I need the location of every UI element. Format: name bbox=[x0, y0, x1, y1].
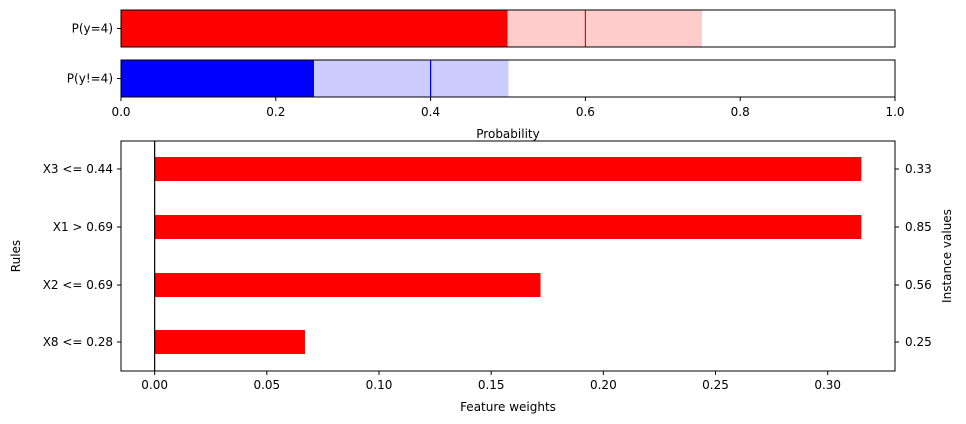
probability-interval-band bbox=[507, 9, 702, 48]
probability-row-label: P(y!=4) bbox=[67, 72, 113, 86]
rules-axis-title: Rules bbox=[9, 240, 23, 272]
rule-label: X8 <= 0.28 bbox=[43, 335, 113, 349]
rule-label: X3 <= 0.44 bbox=[43, 162, 113, 176]
feature-x-axis-title: Feature weights bbox=[460, 400, 556, 414]
feature-x-tick-label: 0.25 bbox=[702, 378, 729, 392]
probability-x-tick-label: 1.0 bbox=[885, 105, 904, 119]
feature-x-tick-label: 0.10 bbox=[366, 378, 393, 392]
instance-value-label: 0.56 bbox=[905, 278, 932, 292]
instance-value-label: 0.33 bbox=[905, 162, 932, 176]
probability-bar bbox=[121, 10, 508, 47]
feature-weight-bar bbox=[154, 330, 305, 354]
probability-x-tick-label: 0.6 bbox=[576, 105, 595, 119]
feature-panel-frame bbox=[120, 140, 896, 372]
instance-value-label: 0.85 bbox=[905, 220, 932, 234]
probability-bar bbox=[121, 60, 315, 97]
probability-interval-band bbox=[314, 59, 509, 98]
probability-x-tick-label: 0.2 bbox=[266, 105, 285, 119]
probability-row-label: P(y=4) bbox=[72, 22, 113, 36]
instance-values-axis-title: Instance values bbox=[940, 209, 954, 303]
feature-weight-bar bbox=[154, 157, 862, 181]
feature-weight-bar bbox=[154, 215, 862, 239]
rule-label: X2 <= 0.69 bbox=[43, 278, 113, 292]
instance-value-label: 0.25 bbox=[905, 335, 932, 349]
feature-x-tick-label: 0.20 bbox=[590, 378, 617, 392]
rule-label: X1 > 0.69 bbox=[53, 220, 113, 234]
probability-x-axis-title: Probability bbox=[476, 127, 539, 141]
probability-x-tick-label: 0.0 bbox=[111, 105, 130, 119]
feature-x-tick-label: 0.30 bbox=[814, 378, 841, 392]
feature-weight-bar bbox=[154, 273, 541, 297]
feature-x-tick-label: 0.00 bbox=[141, 378, 168, 392]
probability-x-tick-label: 0.4 bbox=[421, 105, 440, 119]
feature-x-tick-label: 0.15 bbox=[478, 378, 505, 392]
probability-x-tick-label: 0.8 bbox=[731, 105, 750, 119]
feature-x-tick-label: 0.05 bbox=[253, 378, 280, 392]
